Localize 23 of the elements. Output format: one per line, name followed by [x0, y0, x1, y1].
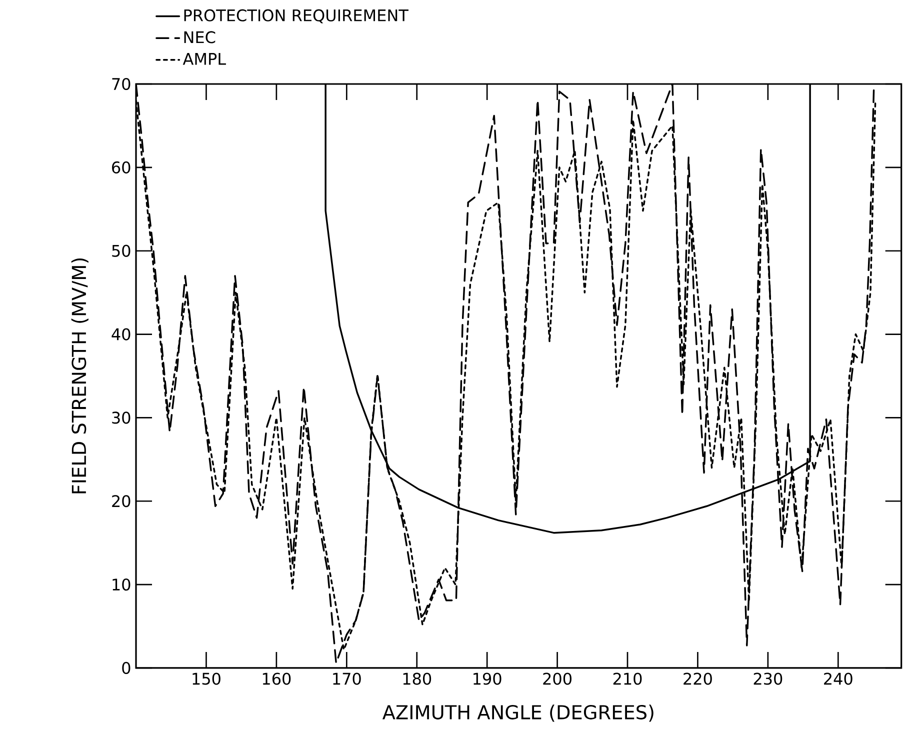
x-axis-title: AZIMUTH ANGLE (DEGREES) [382, 704, 654, 722]
x-tick-label: 240 [824, 672, 852, 685]
x-tick-label: 160 [262, 672, 291, 685]
x-tick-label: 210 [613, 672, 642, 685]
y-tick-label: 0 [122, 662, 130, 674]
x-tick-label: 200 [543, 672, 572, 685]
y-tick-label: 20 [112, 495, 130, 508]
y-tick-label: 50 [112, 244, 130, 257]
legend-label: PROTECTION REQUIREMENT [184, 9, 408, 24]
x-tick-label: 180 [403, 672, 432, 685]
x-tick-label: 190 [474, 672, 502, 685]
x-tick-label: 170 [333, 672, 361, 685]
y-tick-label: 60 [112, 161, 130, 174]
x-tick-label: 150 [192, 672, 220, 685]
x-tick-label: 220 [684, 672, 712, 685]
y-tick-label: 70 [112, 78, 130, 90]
y-tick-label: 40 [112, 328, 130, 340]
y-tick-label: 30 [112, 412, 130, 424]
legend-label: NEC [184, 31, 216, 44]
x-tick-label: 230 [754, 672, 782, 685]
y-tick-label: 10 [112, 578, 130, 591]
legend-label: AMPL [182, 53, 226, 65]
y-axis-title: FIELD STRENGTH (MV/M) [71, 258, 88, 494]
